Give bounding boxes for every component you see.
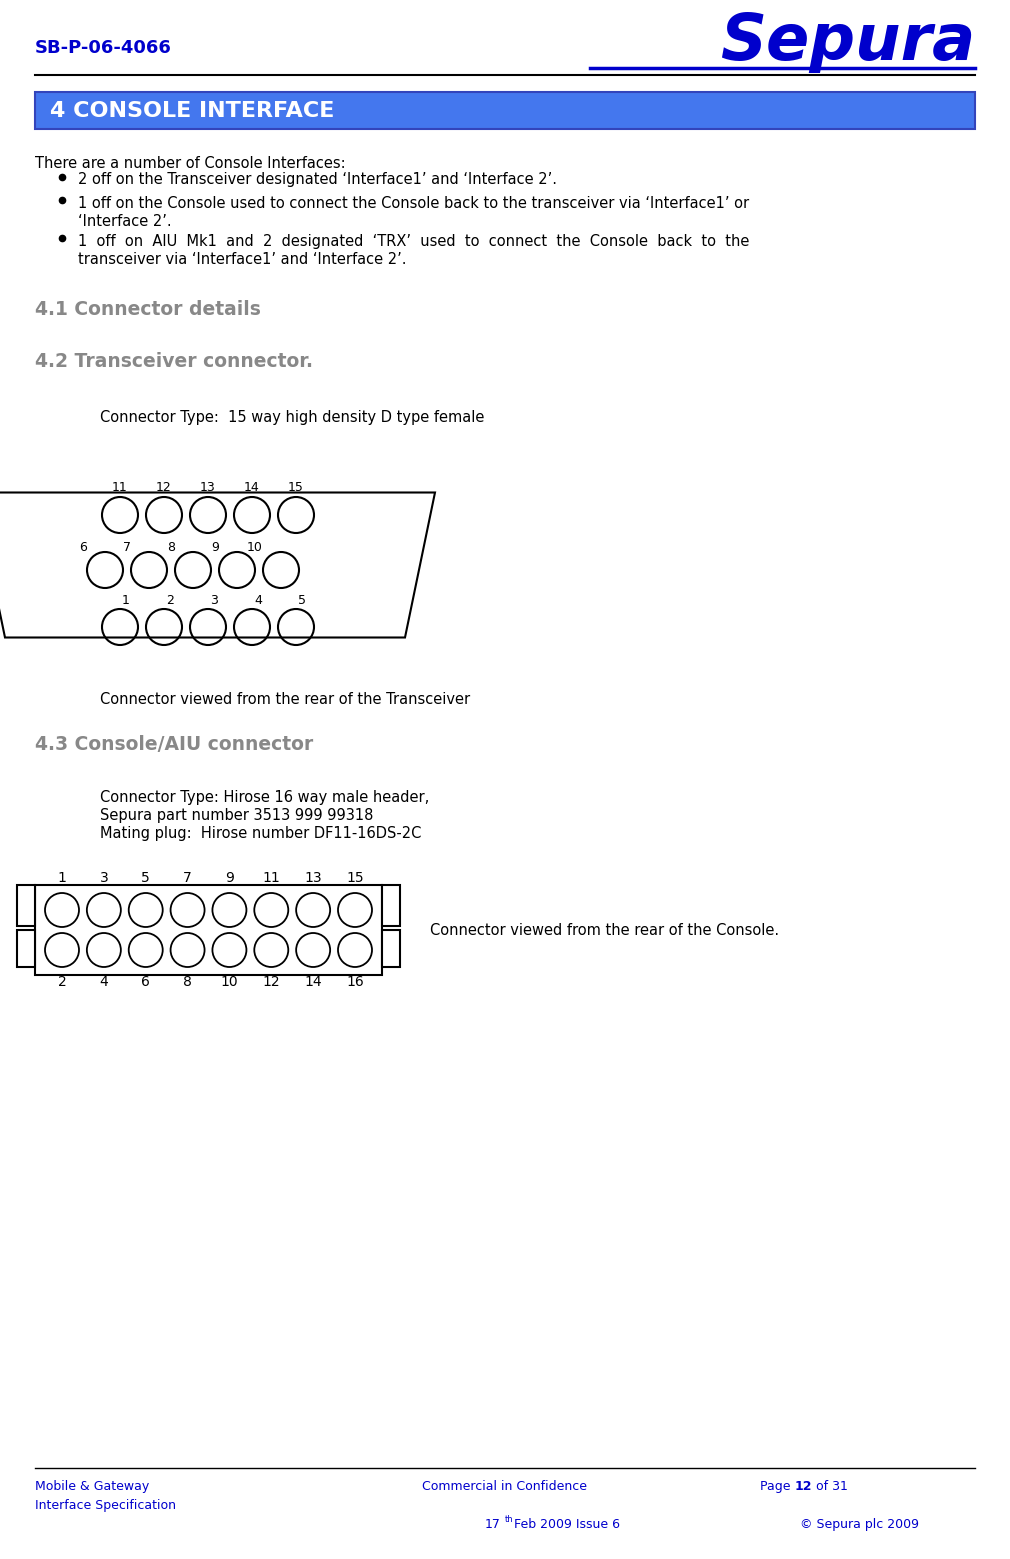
- Text: 12: 12: [157, 482, 172, 494]
- Text: Commercial in Confidence: Commercial in Confidence: [422, 1479, 588, 1494]
- Text: 1 off on the Console used to connect the Console back to the transceiver via ‘In: 1 off on the Console used to connect the…: [78, 196, 749, 210]
- Text: of 31: of 31: [812, 1479, 847, 1494]
- Text: 10: 10: [247, 541, 263, 553]
- Text: Connector Type:  15 way high density D type female: Connector Type: 15 way high density D ty…: [100, 410, 485, 426]
- Text: 14: 14: [304, 974, 322, 988]
- Text: 6: 6: [141, 974, 150, 988]
- Text: 13: 13: [304, 871, 322, 886]
- Text: 11: 11: [263, 871, 280, 886]
- Bar: [17, 886, 35, 926]
- Text: 4.2 Transceiver connector.: 4.2 Transceiver connector.: [35, 352, 313, 371]
- Text: 10: 10: [220, 974, 238, 988]
- Text: 4: 4: [99, 974, 108, 988]
- Text: 4.3 Console/AIU connector: 4.3 Console/AIU connector: [35, 734, 313, 755]
- Text: Mobile & Gateway
Interface Specification: Mobile & Gateway Interface Specification: [35, 1479, 176, 1512]
- Text: 11: 11: [112, 482, 128, 494]
- Text: 14: 14: [244, 482, 260, 494]
- Text: 1: 1: [58, 871, 67, 886]
- Text: 17: 17: [485, 1518, 501, 1531]
- Text: Connector viewed from the rear of the Console.: Connector viewed from the rear of the Co…: [430, 923, 779, 937]
- Text: transceiver via ‘Interface1’ and ‘Interface 2’.: transceiver via ‘Interface1’ and ‘Interf…: [78, 253, 406, 267]
- Text: 5: 5: [141, 871, 150, 886]
- Text: 12: 12: [263, 974, 280, 988]
- Text: There are a number of Console Interfaces:: There are a number of Console Interfaces…: [35, 156, 345, 171]
- Text: 2 off on the Transceiver designated ‘Interface1’ and ‘Interface 2’.: 2 off on the Transceiver designated ‘Int…: [78, 171, 557, 187]
- Bar: [382, 931, 400, 967]
- Bar: [382, 886, 400, 926]
- Text: 16: 16: [346, 974, 364, 988]
- Text: 2: 2: [166, 594, 174, 606]
- Text: 7: 7: [123, 541, 131, 553]
- Text: 1: 1: [122, 594, 130, 606]
- Text: 15: 15: [288, 482, 304, 494]
- Bar: [35, 886, 382, 974]
- Text: 3: 3: [99, 871, 108, 886]
- Text: 4.1 Connector details: 4.1 Connector details: [35, 299, 261, 320]
- Text: Mating plug:  Hirose number DF11-16DS-2C: Mating plug: Hirose number DF11-16DS-2C: [100, 826, 421, 840]
- Text: th: th: [505, 1515, 514, 1525]
- Text: 3: 3: [210, 594, 218, 606]
- Text: 8: 8: [167, 541, 175, 553]
- Bar: [17, 931, 35, 967]
- Text: 7: 7: [183, 871, 192, 886]
- Text: © Sepura plc 2009: © Sepura plc 2009: [801, 1518, 919, 1531]
- Text: Sepura part number 3513 999 99318: Sepura part number 3513 999 99318: [100, 808, 374, 823]
- Text: 2: 2: [58, 974, 67, 988]
- Text: 5: 5: [298, 594, 306, 606]
- Text: 1  off  on  AIU  Mk1  and  2  designated  ‘TRX’  used  to  connect  the  Console: 1 off on AIU Mk1 and 2 designated ‘TRX’ …: [78, 234, 749, 249]
- Text: 8: 8: [183, 974, 192, 988]
- Text: 12: 12: [795, 1479, 812, 1494]
- Text: Page: Page: [760, 1479, 795, 1494]
- Text: 4 CONSOLE INTERFACE: 4 CONSOLE INTERFACE: [50, 100, 334, 120]
- Text: 6: 6: [79, 541, 87, 553]
- Text: ‘Interface 2’.: ‘Interface 2’.: [78, 214, 172, 229]
- Text: Sepura: Sepura: [720, 11, 975, 73]
- Text: 9: 9: [225, 871, 234, 886]
- Bar: [35, 92, 975, 129]
- Text: 13: 13: [200, 482, 216, 494]
- Text: Connector Type: Hirose 16 way male header,: Connector Type: Hirose 16 way male heade…: [100, 790, 429, 804]
- Text: 4: 4: [254, 594, 262, 606]
- Text: 15: 15: [346, 871, 364, 886]
- Text: SB-P-06-4066: SB-P-06-4066: [35, 39, 172, 58]
- Text: Feb 2009 Issue 6: Feb 2009 Issue 6: [510, 1518, 620, 1531]
- Text: Connector viewed from the rear of the Transceiver: Connector viewed from the rear of the Tr…: [100, 692, 470, 706]
- Text: 9: 9: [211, 541, 219, 553]
